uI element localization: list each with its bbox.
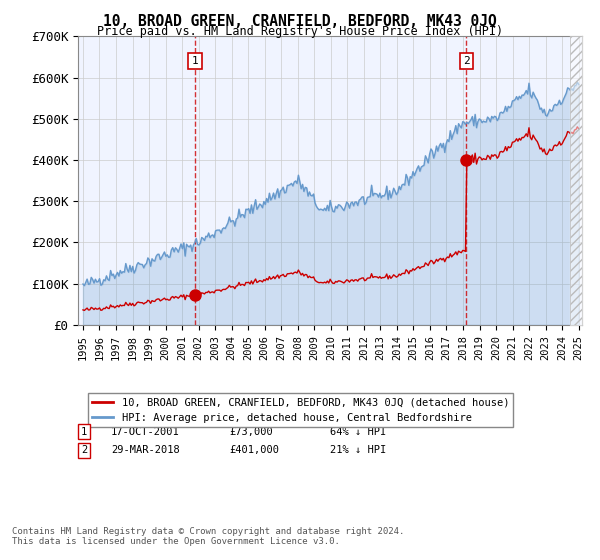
Text: 1: 1 <box>192 56 199 66</box>
Text: 64% ↓ HPI: 64% ↓ HPI <box>330 427 386 436</box>
Text: Contains HM Land Registry data © Crown copyright and database right 2024.
This d: Contains HM Land Registry data © Crown c… <box>12 526 404 546</box>
Text: 2: 2 <box>463 56 470 66</box>
Text: 1: 1 <box>81 427 87 436</box>
Text: 10, BROAD GREEN, CRANFIELD, BEDFORD, MK43 0JQ: 10, BROAD GREEN, CRANFIELD, BEDFORD, MK4… <box>103 14 497 29</box>
Text: £401,000: £401,000 <box>229 445 279 455</box>
Text: 17-OCT-2001: 17-OCT-2001 <box>111 427 179 436</box>
Legend: 10, BROAD GREEN, CRANFIELD, BEDFORD, MK43 0JQ (detached house), HPI: Average pri: 10, BROAD GREEN, CRANFIELD, BEDFORD, MK4… <box>88 394 513 427</box>
Text: 21% ↓ HPI: 21% ↓ HPI <box>330 445 386 455</box>
Text: £73,000: £73,000 <box>229 427 273 436</box>
Text: 29-MAR-2018: 29-MAR-2018 <box>111 445 179 455</box>
Text: Price paid vs. HM Land Registry's House Price Index (HPI): Price paid vs. HM Land Registry's House … <box>97 25 503 38</box>
Text: 2: 2 <box>81 445 87 455</box>
